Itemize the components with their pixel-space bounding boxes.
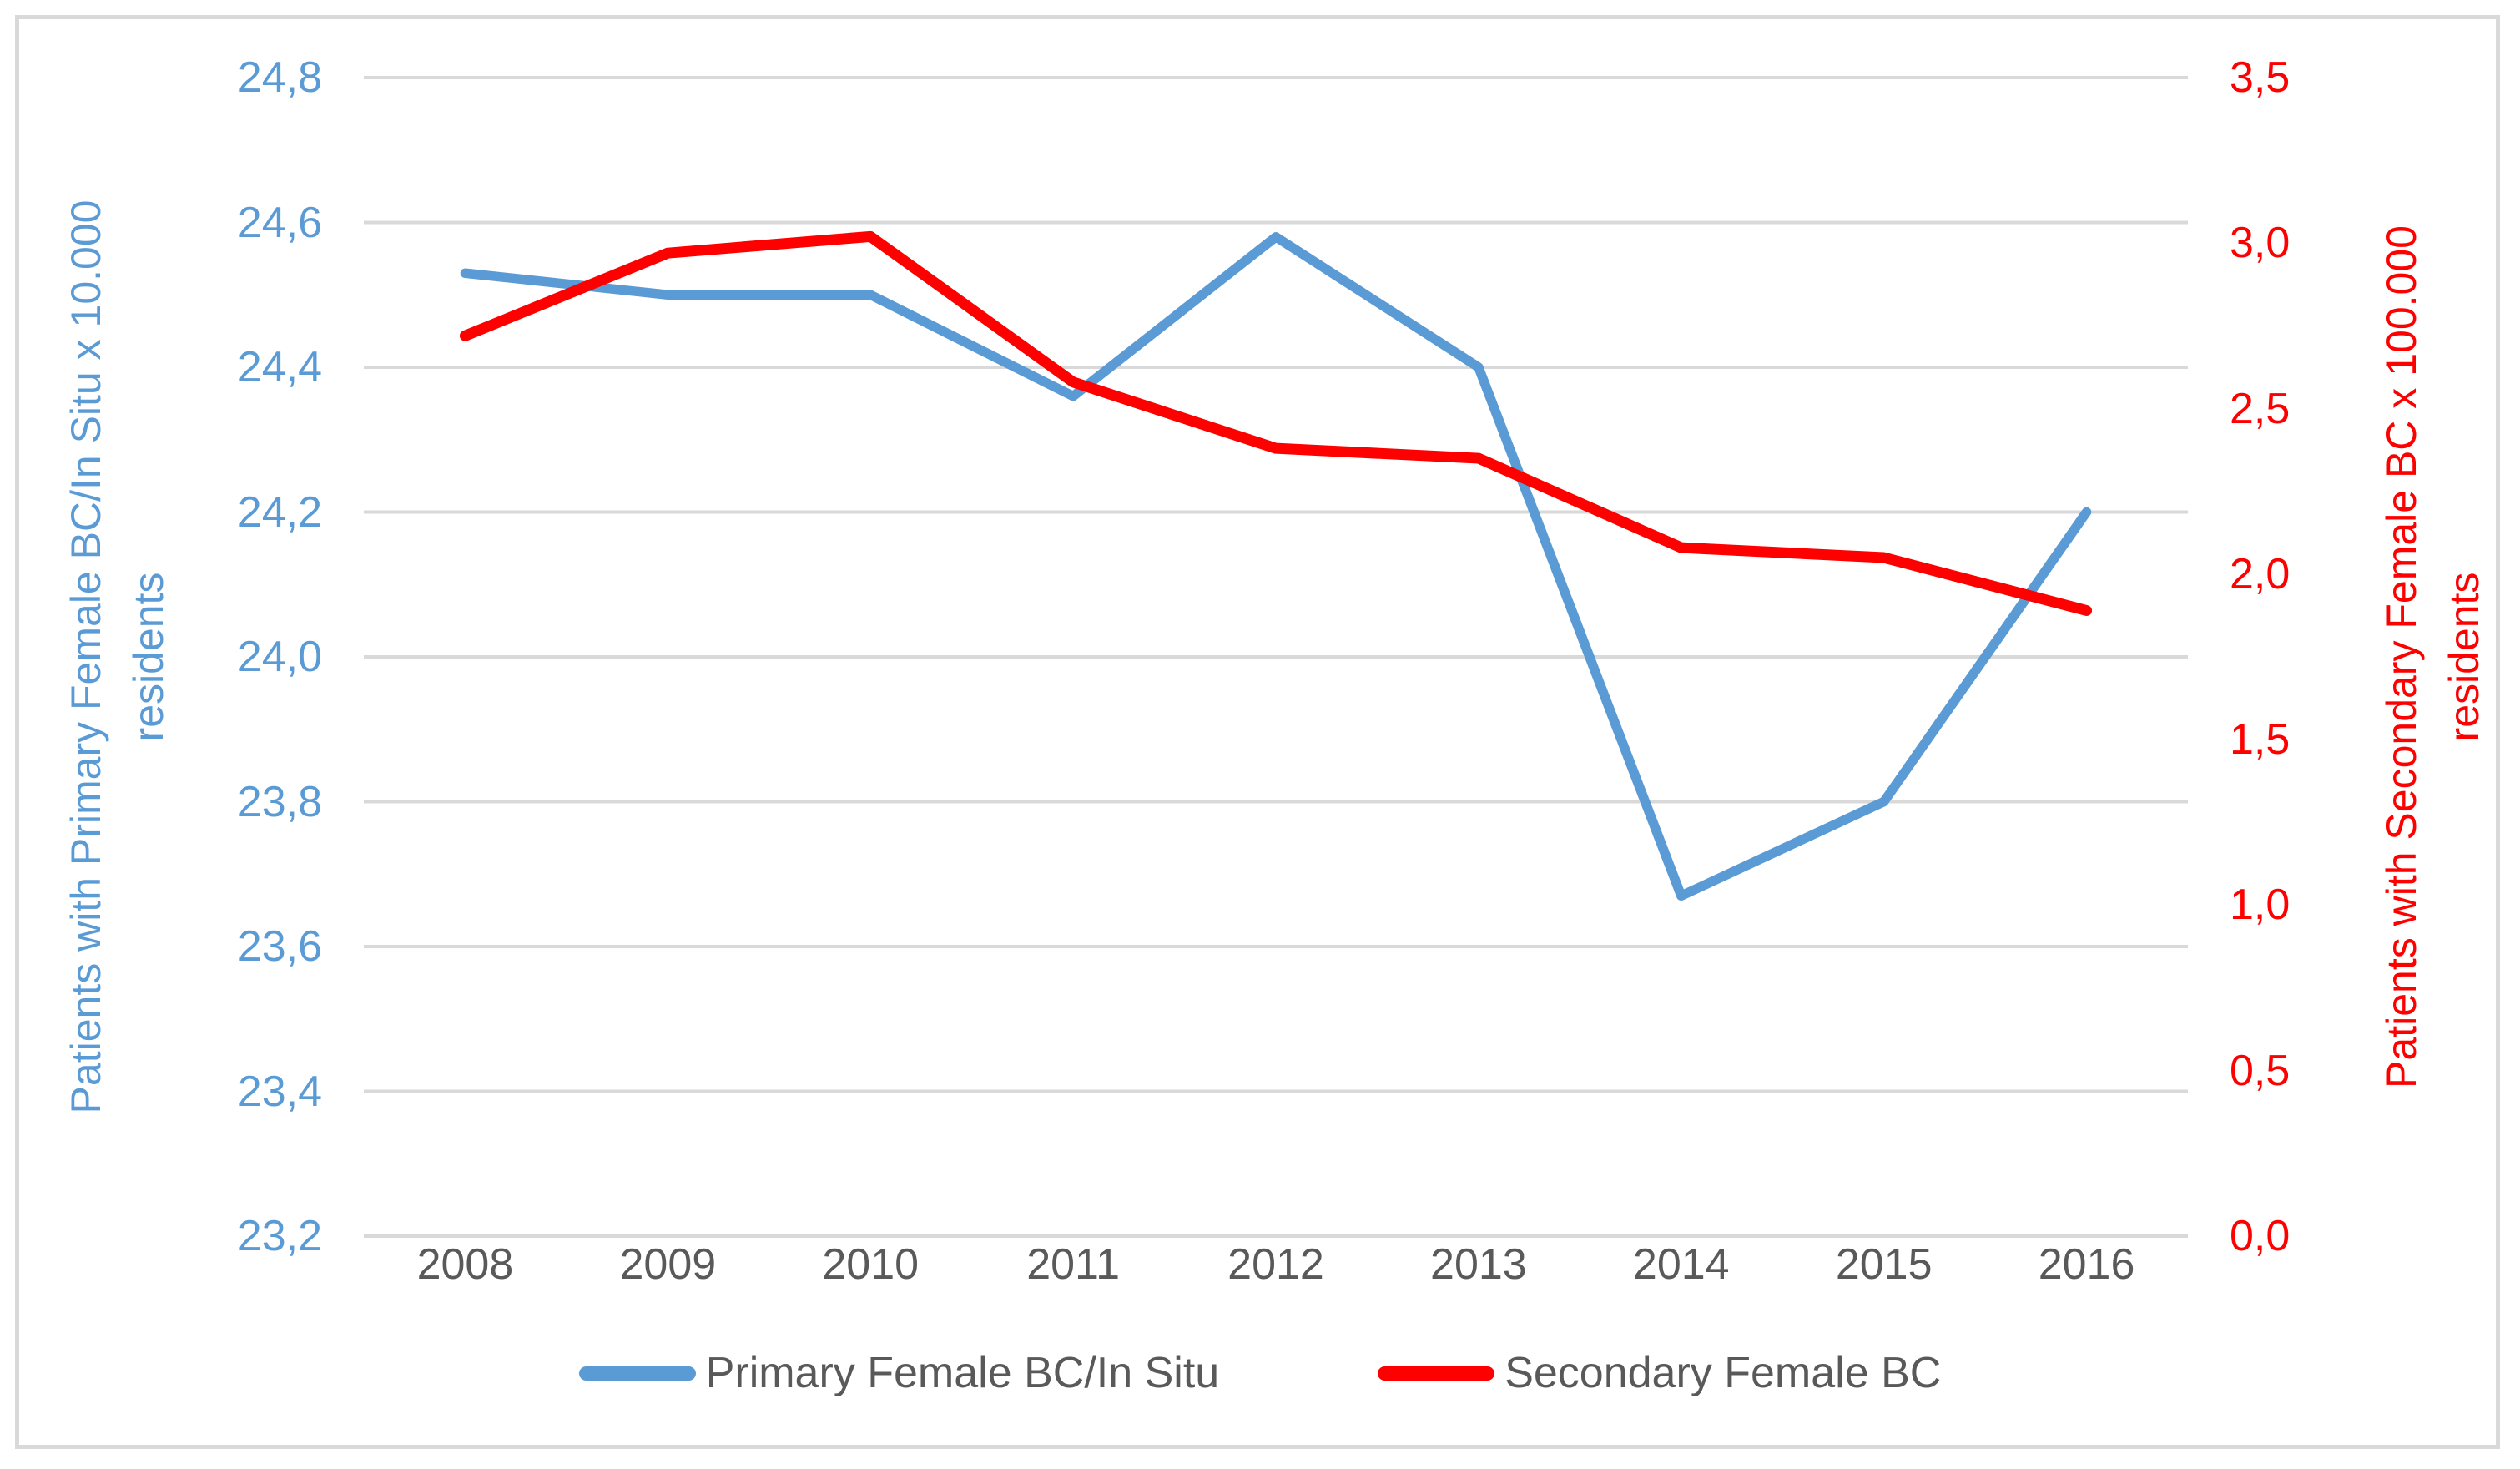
left-axis-title-line1: Patients with Primary Female BC/In Situ … bbox=[63, 199, 109, 1114]
left-axis-tick-label: 23,4 bbox=[237, 1067, 322, 1116]
legend-item: Primary Female BC/In Situ bbox=[578, 1348, 1220, 1398]
legend-label: Secondary Female BC bbox=[1504, 1349, 1942, 1397]
right-axis-tick-label: 0,0 bbox=[2230, 1212, 2291, 1260]
right-axis-title-line2: residents bbox=[2441, 572, 2487, 742]
x-axis-label: 2009 bbox=[619, 1240, 717, 1289]
left-axis-title: Patients with Primary Female BC/In Situ … bbox=[55, 200, 180, 1114]
right-axis-title: Patients with Secondary Female BC x 100.… bbox=[2371, 225, 2496, 1088]
series-line-secondary bbox=[459, 230, 2093, 616]
x-axis-label: 2012 bbox=[1227, 1240, 1324, 1289]
right-axis-tick-label: 3,5 bbox=[2230, 53, 2291, 102]
x-axis-label: 2011 bbox=[1026, 1240, 1121, 1289]
right-axis-tick-label: 2,5 bbox=[2230, 384, 2291, 433]
legend-item: Secondary Female BC bbox=[1378, 1348, 1941, 1398]
x-axis-label: 2016 bbox=[2038, 1240, 2135, 1289]
left-axis-tick-label: 23,8 bbox=[237, 777, 322, 826]
left-axis-tick-label: 24,4 bbox=[237, 343, 322, 391]
legend-line-swatch-icon bbox=[1378, 1366, 1495, 1381]
legend-line-swatch-icon bbox=[578, 1366, 696, 1381]
x-axis-label: 2013 bbox=[1430, 1240, 1527, 1289]
left-axis-tick-label: 24,6 bbox=[237, 198, 322, 247]
left-axis-tick-label: 23,6 bbox=[237, 922, 322, 971]
left-axis-tick-label: 23,2 bbox=[237, 1212, 322, 1260]
x-axis-label: 2015 bbox=[1835, 1240, 1933, 1289]
x-axis-label: 2008 bbox=[416, 1240, 514, 1289]
series-line-primary bbox=[460, 232, 2092, 901]
right-axis-tick-label: 1,5 bbox=[2230, 715, 2291, 765]
right-axis-tick-label: 1,0 bbox=[2230, 881, 2291, 930]
x-axis-label: 2010 bbox=[822, 1240, 920, 1289]
chart-legend: Primary Female BC/In Situ Secondary Femal… bbox=[0, 1344, 2520, 1402]
left-axis-tick-label: 24,2 bbox=[237, 487, 322, 537]
left-axis-tick-label: 24,8 bbox=[237, 53, 322, 102]
right-axis-title-line1: Patients with Secondary Female BC x 100.… bbox=[2378, 225, 2425, 1088]
chart-border bbox=[15, 15, 2500, 1449]
left-axis-tick-label: 24,0 bbox=[237, 633, 322, 681]
right-axis-tick-label: 3,0 bbox=[2230, 219, 2291, 268]
legend-label: Primary Female BC/In Situ bbox=[705, 1349, 1220, 1397]
right-axis-tick-label: 2,0 bbox=[2230, 549, 2291, 598]
x-axis-label: 2014 bbox=[1632, 1240, 1730, 1289]
left-axis-title-line2: residents bbox=[125, 572, 172, 742]
right-axis-tick-label: 0,5 bbox=[2230, 1046, 2291, 1095]
